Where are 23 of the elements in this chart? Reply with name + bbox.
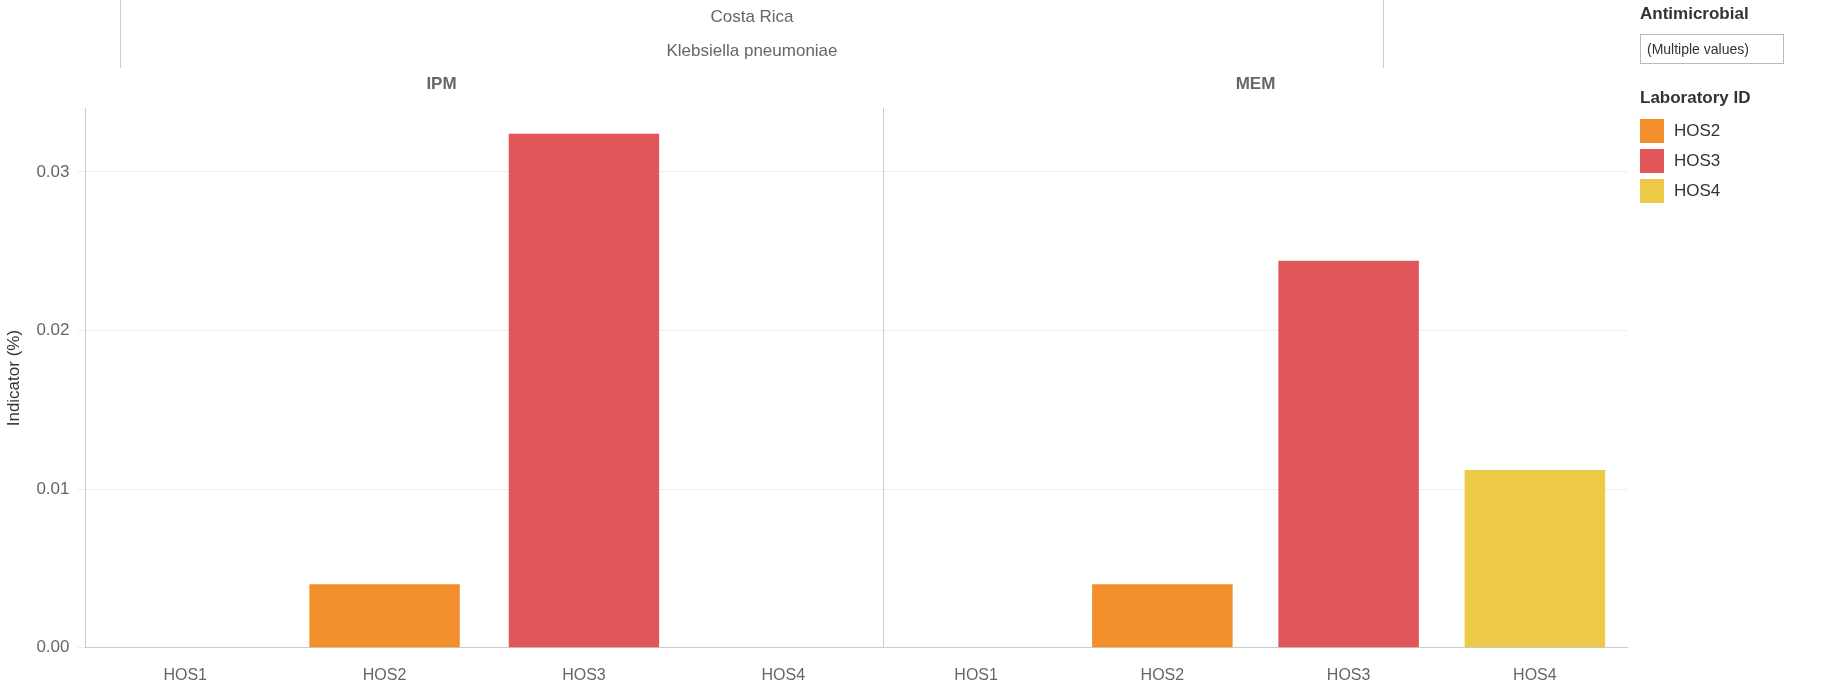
x-tick-label: HOS1 [163,665,208,683]
text: Klebsiella pneumoniae [665,40,839,62]
legend-title: Laboratory ID [1640,88,1751,108]
text: Antimicrobial [1640,4,1750,24]
x-tick-label: HOS1 [954,665,999,683]
legend-label: HOS4 [1674,181,1721,201]
y-tick-label: 0.01 [36,478,70,498]
text: (Multiple values) [1640,34,1784,64]
y-tick-label: 0.02 [36,320,70,340]
x-tick-label: HOS2 [1140,665,1185,683]
chart-title: MEM [1235,73,1276,93]
y-tick-label: 0.00 [36,637,70,657]
legend-label: HOS2 [1674,121,1721,141]
x-tick-label: HOS3 [562,665,606,683]
text: Costa Rica [709,6,795,28]
x-tick-label: HOS3 [1326,665,1371,683]
y-tick-label: 0.03 [36,161,70,181]
x-tick-label: HOS4 [1513,665,1557,683]
x-tick-label: HOS4 [761,665,806,683]
chart-title: IPM [426,73,457,93]
y-axis-title: Indicator (%) [3,329,23,427]
x-tick-label: HOS2 [362,665,407,683]
legend-label: HOS3 [1674,151,1721,171]
